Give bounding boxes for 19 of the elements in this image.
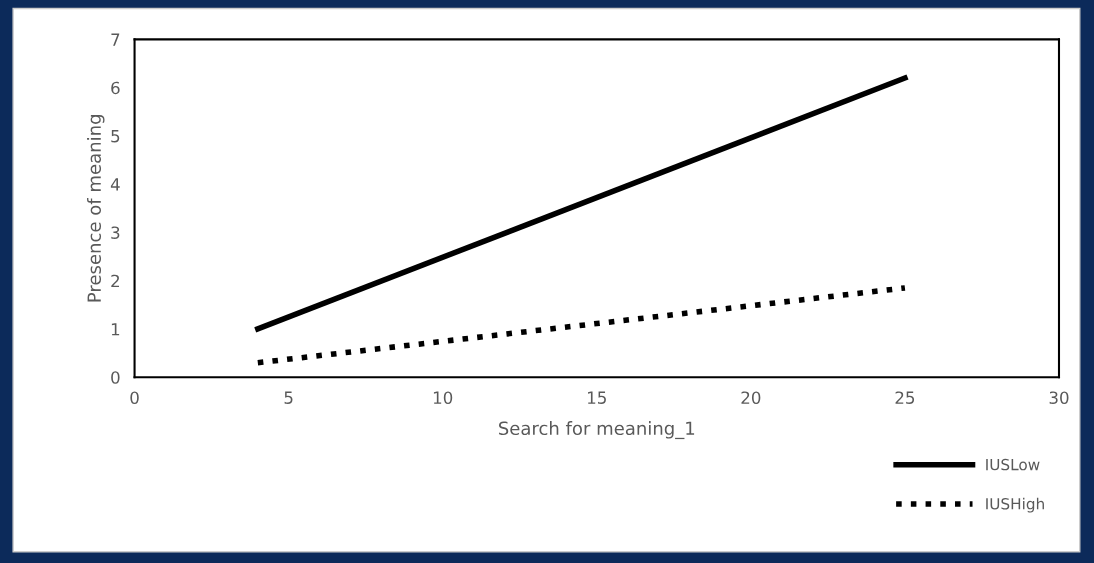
x-tick-label: 20 xyxy=(741,391,761,404)
x-tick-label: 5 xyxy=(284,391,293,404)
y-tick-label: 4 xyxy=(110,178,120,191)
x-tick-label: 0 xyxy=(130,391,139,404)
y-tick-label: 5 xyxy=(111,130,120,143)
y-tick-label: 7 xyxy=(111,33,120,46)
y-axis-title: Presence of meaning xyxy=(87,115,105,302)
x-tick-label: 25 xyxy=(895,391,915,404)
y-tick-label: 0 xyxy=(111,371,120,384)
x-axis-title: Search for meaning_1 xyxy=(498,421,695,440)
y-tick-label: 3 xyxy=(111,226,120,240)
legend-label: IUSLow xyxy=(986,458,1040,471)
x-tick-label: 15 xyxy=(588,391,606,404)
y-tick-label: 2 xyxy=(111,274,119,288)
y-tick-label: 1 xyxy=(111,323,120,336)
legend-label: IUSHigh xyxy=(986,497,1044,513)
y-tick-label: 6 xyxy=(111,81,120,95)
x-tick-label: 10 xyxy=(433,391,453,404)
x-tick-label: 30 xyxy=(1049,391,1069,404)
